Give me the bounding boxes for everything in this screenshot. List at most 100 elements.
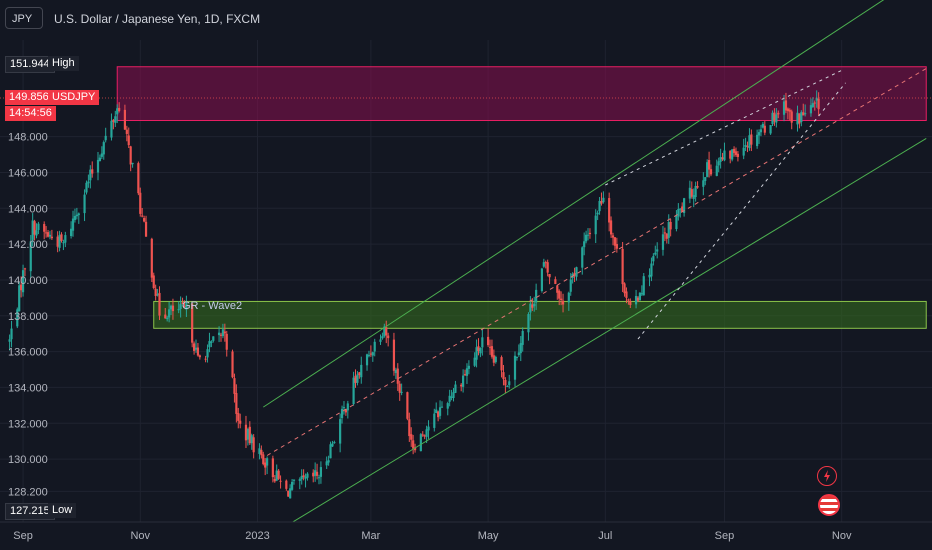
candle-body: [396, 368, 399, 384]
x-tick-label: Mar: [361, 530, 380, 542]
candle-body: [463, 374, 467, 376]
candle-body: [502, 372, 505, 380]
candle-body: [16, 309, 19, 327]
candle-body: [333, 442, 336, 444]
candle-body: [233, 378, 236, 394]
candle-body: [87, 181, 90, 184]
candle-body: [114, 116, 117, 123]
y-tick-label: 146.000: [8, 167, 48, 179]
candle-body: [479, 348, 482, 354]
candle-body: [648, 274, 651, 278]
candlestick-series: [8, 90, 820, 499]
candle-body: [679, 208, 682, 210]
candle-body: [675, 215, 678, 230]
candle-body: [488, 346, 492, 348]
candle-body: [521, 330, 524, 345]
candle-body: [634, 295, 638, 305]
y-axis: 128.200 130.000 132.000 134.000 136.000 138.0…: [8, 132, 48, 499]
candle-body: [56, 236, 59, 247]
candle-body: [306, 473, 309, 478]
candle-body: [260, 449, 263, 456]
candle-body: [796, 112, 799, 125]
demand-zone: [153, 300, 927, 329]
candle-body: [732, 148, 736, 153]
candle-body: [237, 413, 240, 421]
symbol-search-box[interactable]: JPY: [5, 7, 43, 29]
candle-body: [817, 98, 820, 110]
candle-body: [598, 200, 601, 212]
candle-body: [304, 476, 307, 479]
candle-body: [10, 328, 13, 340]
candle-body: [183, 305, 186, 308]
low-price-text: Low: [48, 503, 77, 518]
candle-body: [446, 403, 449, 409]
candle-body: [340, 408, 344, 419]
candle-body: [154, 288, 157, 296]
x-axis-background: [0, 522, 932, 550]
candle-body: [609, 220, 613, 235]
candle-body: [204, 358, 207, 360]
candle-body: [46, 232, 50, 237]
candle-body: [761, 123, 764, 128]
candle-body: [168, 309, 171, 318]
candle-body: [504, 379, 507, 386]
candle-body: [782, 101, 786, 115]
candle-body: [194, 347, 198, 350]
candle-body: [731, 149, 734, 160]
candle-body: [419, 434, 422, 452]
candle-body: [438, 407, 442, 416]
candle-body: [110, 120, 113, 138]
candle-body: [500, 357, 503, 371]
candle-body: [191, 303, 194, 343]
candle-body: [373, 341, 376, 352]
candle-body: [219, 334, 223, 336]
candle-body: [742, 147, 745, 156]
candle-body: [638, 292, 642, 301]
x-axis: Sep Nov 2023 Mar May Jul Sep Nov: [0, 521, 932, 550]
lightning-icon[interactable]: [817, 466, 837, 486]
candle-body: [546, 262, 549, 273]
candle-body: [383, 326, 386, 337]
candle-body: [314, 470, 317, 476]
candle-body: [344, 409, 347, 413]
candle-body: [118, 107, 121, 112]
candle-body: [144, 221, 148, 237]
candle-body: [450, 396, 453, 398]
candle-body: [790, 111, 793, 123]
candle-body: [462, 375, 465, 387]
candle-body: [258, 448, 261, 454]
candle-body: [354, 375, 357, 383]
candle-body: [196, 347, 200, 356]
candle-body: [385, 327, 388, 336]
candle-body: [18, 285, 21, 312]
candle-body: [531, 304, 534, 308]
us-flag-icon[interactable]: [818, 494, 840, 516]
candle-body: [212, 336, 215, 341]
candle-body: [83, 194, 86, 214]
candle-body: [104, 135, 107, 141]
candle-body: [517, 352, 520, 356]
candle-body: [127, 135, 130, 146]
candle-body: [665, 233, 668, 239]
candle-body: [788, 109, 791, 112]
candle-body: [248, 426, 251, 444]
candle-body: [750, 134, 753, 145]
candle-body: [477, 346, 480, 352]
candle-body: [492, 355, 495, 363]
candle-body: [266, 458, 269, 466]
candle-body: [594, 215, 597, 235]
candle-body: [427, 426, 430, 431]
candle-body: [23, 268, 27, 270]
candle-body: [688, 187, 691, 199]
candle-body: [64, 235, 67, 243]
candle-body: [460, 384, 463, 387]
candle-body: [613, 237, 617, 246]
candle-body: [746, 146, 749, 148]
candle-body: [231, 351, 234, 378]
candle-body: [573, 272, 576, 276]
candle-body: [744, 144, 747, 147]
candle-body: [535, 289, 538, 303]
candle-body: [164, 314, 167, 319]
candle-body: [102, 142, 105, 155]
